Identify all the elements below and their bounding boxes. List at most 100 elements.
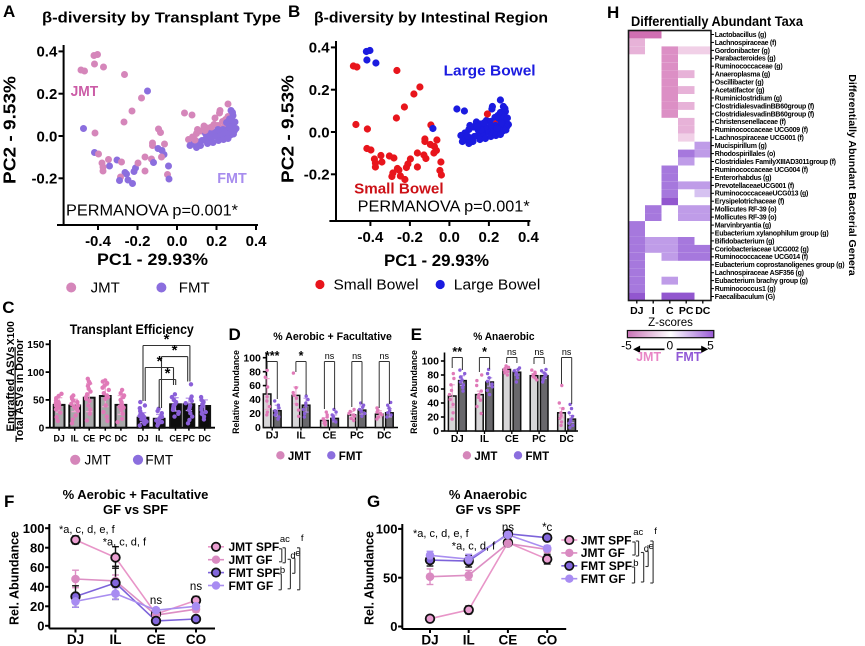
- svg-text:JMT GF: JMT GF: [581, 546, 625, 560]
- svg-text:F: F: [4, 492, 14, 511]
- svg-text:PC2 - 9.53%: PC2 - 9.53%: [0, 76, 20, 184]
- svg-text:0: 0: [666, 339, 673, 353]
- svg-text:60: 60: [249, 380, 261, 392]
- svg-text:Large Bowel: Large Bowel: [444, 63, 536, 80]
- svg-text:PC: PC: [679, 305, 694, 317]
- svg-text:Ruminococcaceae UCG014 (f): Ruminococcaceae UCG014 (f): [715, 254, 808, 261]
- svg-text:DJ: DJ: [630, 305, 644, 317]
- svg-text:IL: IL: [71, 434, 79, 444]
- svg-text:ns: ns: [380, 351, 390, 361]
- svg-text:C: C: [666, 305, 674, 317]
- svg-text:FMT SPF: FMT SPF: [581, 559, 632, 573]
- svg-text:20: 20: [249, 408, 261, 420]
- svg-text:0.0: 0.0: [36, 128, 57, 145]
- svg-text:CE: CE: [505, 434, 519, 445]
- svg-text:FMT SPF: FMT SPF: [229, 566, 280, 580]
- svg-text:5: 5: [707, 339, 714, 353]
- svg-text:Differentially Abundant Bacter: Differentially Abundant Bacterial Genera: [846, 74, 858, 276]
- svg-text:PC2 - 9.53%: PC2 - 9.53%: [278, 75, 298, 183]
- svg-text:e: e: [649, 541, 654, 552]
- svg-text:-0.4: -0.4: [357, 229, 384, 246]
- svg-text:Total ASVs in Donor: Total ASVs in Donor: [14, 338, 26, 442]
- svg-text:Acetatifactor (g): Acetatifactor (g): [715, 88, 764, 95]
- svg-text:ClostridialesvadinBB60group (f: ClostridialesvadinBB60group (f): [715, 103, 814, 110]
- svg-text:IL: IL: [463, 633, 475, 646]
- svg-text:ns: ns: [502, 522, 514, 534]
- svg-text:FMT: FMT: [526, 451, 550, 463]
- svg-text:FMT: FMT: [217, 170, 246, 187]
- svg-text:CE: CE: [499, 633, 518, 646]
- svg-text:50: 50: [33, 396, 45, 407]
- svg-text:0.4: 0.4: [309, 40, 331, 57]
- svg-text:*c: *c: [542, 522, 552, 534]
- svg-text:*a, c, d, e, f: *a, c, d, e, f: [413, 528, 470, 540]
- svg-text:JMT: JMT: [474, 451, 497, 463]
- svg-text:e: e: [295, 548, 300, 559]
- svg-text:Marvinbryantia (g): Marvinbryantia (g): [715, 223, 771, 230]
- svg-text:FMT GF: FMT GF: [229, 579, 274, 593]
- svg-text:80: 80: [427, 370, 439, 382]
- svg-text:IL: IL: [155, 434, 163, 444]
- svg-text:DJ: DJ: [266, 431, 279, 442]
- svg-text:B: B: [288, 2, 300, 21]
- svg-text:H: H: [607, 3, 619, 22]
- svg-text:X100: X100: [6, 321, 17, 345]
- svg-text:G: G: [367, 492, 380, 511]
- svg-text:JMT: JMT: [636, 350, 661, 364]
- svg-text:Oscillibacter (g): Oscillibacter (g): [715, 80, 764, 87]
- svg-text:-0.2: -0.2: [397, 229, 423, 246]
- svg-text:Clostridiales FamilyXIIIAD3011: Clostridiales FamilyXIIIAD3011group (f): [715, 159, 836, 166]
- svg-text:CE: CE: [147, 632, 166, 646]
- svg-text:0.2: 0.2: [36, 86, 57, 103]
- svg-text:0.0: 0.0: [439, 229, 460, 246]
- svg-text:*: *: [157, 353, 163, 370]
- svg-text:Gordonibacter (g): Gordonibacter (g): [715, 48, 770, 55]
- svg-text:DC: DC: [695, 305, 711, 317]
- svg-text:Small Bowel: Small Bowel: [334, 278, 419, 294]
- svg-text:Lachnospiraceae (f): Lachnospiraceae (f): [715, 40, 776, 47]
- svg-text:*: *: [482, 345, 487, 359]
- svg-text:CO: CO: [537, 633, 557, 646]
- svg-text:DC: DC: [115, 434, 128, 444]
- svg-text:0.4: 0.4: [36, 44, 58, 61]
- svg-text:C: C: [2, 298, 14, 317]
- svg-text:0.2: 0.2: [309, 82, 330, 99]
- svg-text:Lachnospiraceae UCG001 (f): Lachnospiraceae UCG001 (f): [715, 135, 804, 142]
- svg-text:Rel. Abundance: Rel. Abundance: [363, 531, 377, 625]
- svg-text:b: b: [633, 558, 638, 569]
- svg-text:ns: ns: [190, 581, 202, 593]
- svg-text:GF vs SPF: GF vs SPF: [103, 502, 168, 517]
- svg-text:JMT: JMT: [288, 451, 311, 463]
- svg-text:-0.2: -0.2: [304, 167, 330, 184]
- svg-text:*a, c, d, f: *a, c, d, f: [452, 541, 496, 553]
- svg-text:β-diversity by Transplant Type: β-diversity by Transplant Type: [42, 10, 281, 27]
- svg-text:IL: IL: [297, 431, 306, 442]
- svg-text:DC: DC: [198, 434, 211, 444]
- svg-text:DJ: DJ: [67, 632, 84, 646]
- svg-text:ns: ns: [150, 595, 162, 607]
- svg-text:Rhodospirillales (o): Rhodospirillales (o): [715, 151, 775, 158]
- svg-text:Faecalibaculum (G): Faecalibaculum (G): [715, 294, 775, 301]
- svg-text:*: *: [164, 331, 170, 348]
- svg-text:JMT SPF: JMT SPF: [229, 540, 280, 554]
- svg-text:0.2: 0.2: [478, 229, 499, 246]
- svg-text:CE: CE: [323, 431, 337, 442]
- svg-text:PC: PC: [99, 434, 112, 444]
- svg-text:ns: ns: [325, 351, 335, 361]
- svg-text:FMT: FMT: [339, 451, 363, 463]
- svg-text:**: **: [452, 345, 462, 359]
- svg-text:FMT: FMT: [179, 280, 210, 297]
- svg-text:40: 40: [249, 394, 261, 406]
- svg-text:0: 0: [37, 618, 44, 633]
- svg-text:d: d: [644, 544, 649, 555]
- svg-text:Transplant Efficiency: Transplant Efficiency: [70, 322, 194, 337]
- svg-text:0.0: 0.0: [167, 233, 188, 250]
- svg-text:d: d: [290, 550, 295, 561]
- svg-text:ns: ns: [352, 351, 362, 361]
- svg-text:ns: ns: [507, 347, 517, 357]
- svg-text:ns: ns: [534, 347, 544, 357]
- svg-text:Anaeroplasma (g): Anaeroplasma (g): [715, 72, 770, 79]
- svg-text:JMT: JMT: [85, 452, 111, 467]
- svg-text:Eubacterium brachy group (g): Eubacterium brachy group (g): [715, 278, 808, 285]
- svg-text:-0.2: -0.2: [125, 233, 151, 250]
